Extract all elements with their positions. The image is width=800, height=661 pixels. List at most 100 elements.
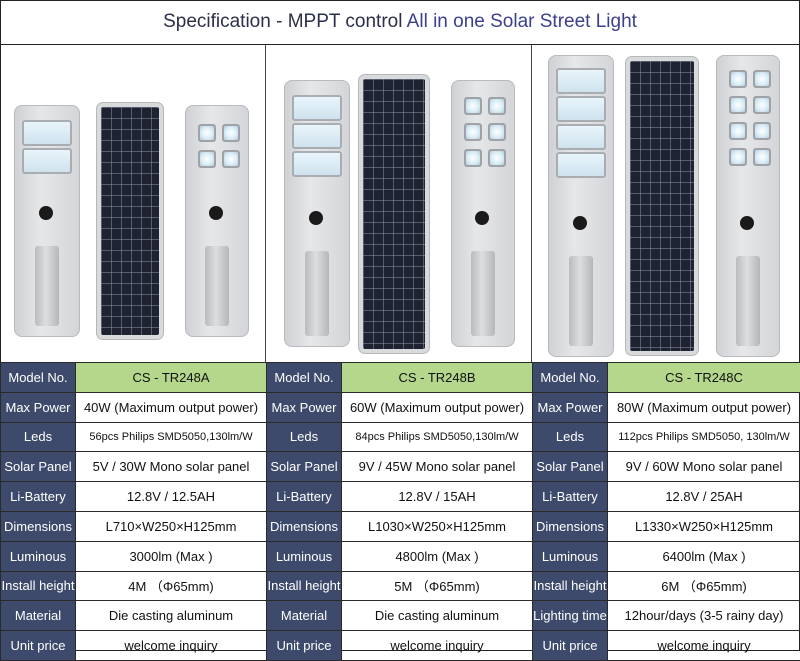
spec-value: 9V / 45W Mono solar panel [342,452,533,482]
light-sensor-icon [309,211,323,225]
solar-panel-c [626,57,698,355]
light-sensor-icon [209,206,223,220]
spec-value: 5M （Φ65mm) [342,571,533,601]
spec-value: 12.8V / 25AH [608,482,800,512]
table-row: Dimensions L710×W250×H125mm Dimensions L… [1,511,800,541]
solar-panel-b [359,75,429,353]
spec-value: 60W (Maximum output power) [342,392,533,422]
led-module [292,123,342,149]
led-chip [729,70,747,88]
pole-mount [736,256,760,346]
led-chip [464,97,482,115]
page-title: Specification - MPPT control All in one … [0,0,800,45]
spec-label: Li-Battery [1,482,76,512]
led-module [556,152,606,178]
led-module [556,68,606,94]
led-module [556,96,606,122]
spec-label: Solar Panel [533,452,608,482]
product-image-c [532,45,800,362]
spec-label: Model No. [533,363,608,393]
spec-label: Material [267,601,342,631]
spec-label: Model No. [1,363,76,393]
light-sensor-icon [740,216,754,230]
led-chip [753,96,771,114]
product-image-b [266,45,532,362]
spec-value: 56pcs Philips SMD5050,130lm/W [76,422,267,452]
model-number: CS - TR248B [342,363,533,393]
model-number: CS - TR248A [76,363,267,393]
light-sensor-icon [573,216,587,230]
led-chip [729,122,747,140]
spec-label: Max Power [533,392,608,422]
led-chip [464,149,482,167]
table-row: Luminous 3000lm (Max ) Luminous 4800lm (… [1,541,800,571]
solar-panel-a [97,103,163,339]
led-chip [488,123,506,141]
model-number: CS - TR248C [608,363,800,393]
led-module [22,120,72,146]
spec-value: 5V / 30W Mono solar panel [76,452,267,482]
table-row: Leds 56pcs Philips SMD5050,130lm/W Leds … [1,422,800,452]
led-module [292,95,342,121]
spec-value: 9V / 60W Mono solar panel [608,452,800,482]
spec-value: L1330×W250×H125mm [608,511,800,541]
led-chip [753,148,771,166]
led-chip [753,70,771,88]
spec-label: Li-Battery [533,482,608,512]
table-row: Material Die casting aluminum Material D… [1,601,800,631]
spec-label: Unit price [533,631,608,661]
spec-value: welcome inquiry [608,631,800,661]
lamp-front-a [14,105,80,337]
spec-label: Lighting time [533,601,608,631]
spec-label: Unit price [267,631,342,661]
title-accent: All in one Solar Street Light [407,11,637,32]
spec-label: Solar Panel [1,452,76,482]
led-chip [753,122,771,140]
led-module [292,151,342,177]
spec-value: 40W (Maximum output power) [76,392,267,422]
spec-label: Leds [1,422,76,452]
spec-label: Install height [267,571,342,601]
spec-label: Install height [533,571,608,601]
spec-label: Install height [1,571,76,601]
spec-value: 84pcs Philips SMD5050,130lm/W [342,422,533,452]
spec-value: 6M （Φ65mm) [608,571,800,601]
spec-value: 4800lm (Max ) [342,541,533,571]
led-chip [488,149,506,167]
spec-label: Dimensions [267,511,342,541]
lamp-side-c [716,55,780,357]
lamp-side-b [451,80,515,347]
led-module [22,148,72,174]
table-row: Li-Battery 12.8V / 12.5AH Li-Battery 12.… [1,482,800,512]
spec-label: Dimensions [1,511,76,541]
pole-mount [205,246,229,326]
led-chip [488,97,506,115]
lamp-side-a [185,105,249,337]
table-row: Max Power 40W (Maximum output power) Max… [1,392,800,422]
spec-value: 12hour/days (3-5 rainy day) [608,601,800,631]
table-row: Unit price welcome inquiry Unit price we… [1,631,800,661]
spec-label: Max Power [267,392,342,422]
spec-label: Dimensions [533,511,608,541]
light-sensor-icon [475,211,489,225]
lamp-front-c [548,55,614,357]
spec-value: 112pcs Philips SMD5050, 130lm/W [608,422,800,452]
led-chip [729,96,747,114]
spec-value: L1030×W250×H125mm [342,511,533,541]
spec-value: 3000lm (Max ) [76,541,267,571]
spec-label: Max Power [1,392,76,422]
spec-label: Solar Panel [267,452,342,482]
led-chip [464,123,482,141]
spec-label: Leds [267,422,342,452]
pole-mount [471,251,495,336]
led-module [556,124,606,150]
spec-label: Li-Battery [267,482,342,512]
led-chip [198,124,216,142]
product-image-a [0,45,266,362]
spec-value: L710×W250×H125mm [76,511,267,541]
spec-label: Leds [533,422,608,452]
spec-value: 80W (Maximum output power) [608,392,800,422]
product-images [0,45,800,362]
table-row: Solar Panel 5V / 30W Mono solar panel So… [1,452,800,482]
spec-label: Model No. [267,363,342,393]
